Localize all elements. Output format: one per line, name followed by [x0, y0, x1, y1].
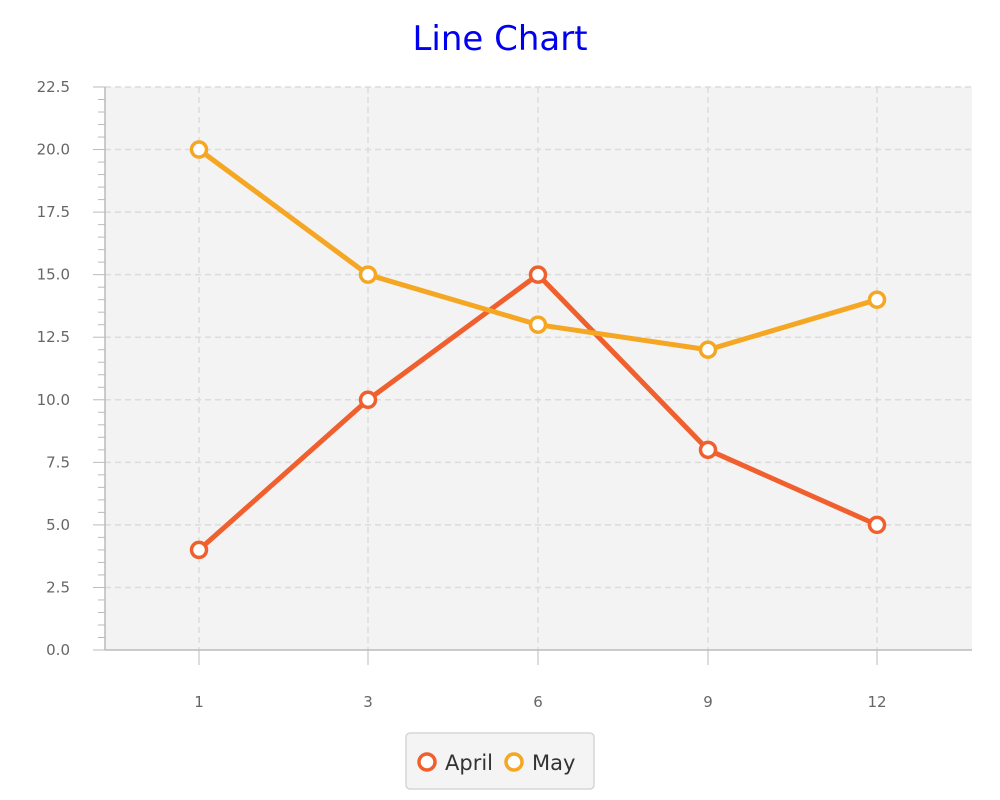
y-tick-label: 5.0: [46, 516, 70, 534]
legend-marker-april[interactable]: [417, 752, 437, 772]
data-point-may[interactable]: [528, 315, 548, 334]
y-tick-label: 15.0: [37, 266, 70, 284]
y-tick-label: 2.5: [46, 578, 70, 596]
x-tick-label: 6: [533, 693, 543, 711]
data-point-april[interactable]: [867, 515, 887, 535]
y-tick-label: 12.5: [37, 328, 70, 346]
data-point-april[interactable]: [698, 440, 718, 460]
data-point-april[interactable]: [358, 390, 378, 410]
y-tick-label: 20.0: [37, 141, 70, 159]
data-point-may[interactable]: [698, 340, 718, 359]
y-tick-label: 22.5: [37, 78, 70, 96]
legend-label-may[interactable]: May: [532, 751, 575, 775]
legend-marker-may[interactable]: [504, 752, 524, 772]
legend-label-april[interactable]: April: [445, 751, 493, 775]
x-tick-label: 1: [194, 693, 204, 711]
legend-box: [405, 732, 595, 790]
x-tick-label: 9: [703, 693, 713, 711]
axes: 0.0 2.5 5.0 7.5 10.0 12.5 15.0 17.5 20.0 22.5 1 3 6 9…: [37, 78, 972, 711]
x-tick-label: 3: [363, 693, 373, 711]
data-point-april[interactable]: [189, 540, 209, 560]
data-point-may[interactable]: [358, 265, 378, 284]
series-lines: [189, 140, 887, 560]
grid-lines: [105, 86, 972, 650]
data-point-may[interactable]: [867, 290, 887, 309]
chart-title: Line Chart: [412, 19, 587, 59]
y-tick-label: 10.0: [37, 391, 70, 409]
legend[interactable]: April May: [405, 732, 595, 790]
y-tick-label: 7.5: [46, 453, 70, 471]
y-tick-label: 0.0: [46, 641, 70, 659]
y-tick-label: 17.5: [37, 203, 70, 221]
data-point-april[interactable]: [528, 265, 548, 284]
x-tick-label: 12: [867, 693, 886, 711]
data-point-may[interactable]: [189, 140, 209, 159]
